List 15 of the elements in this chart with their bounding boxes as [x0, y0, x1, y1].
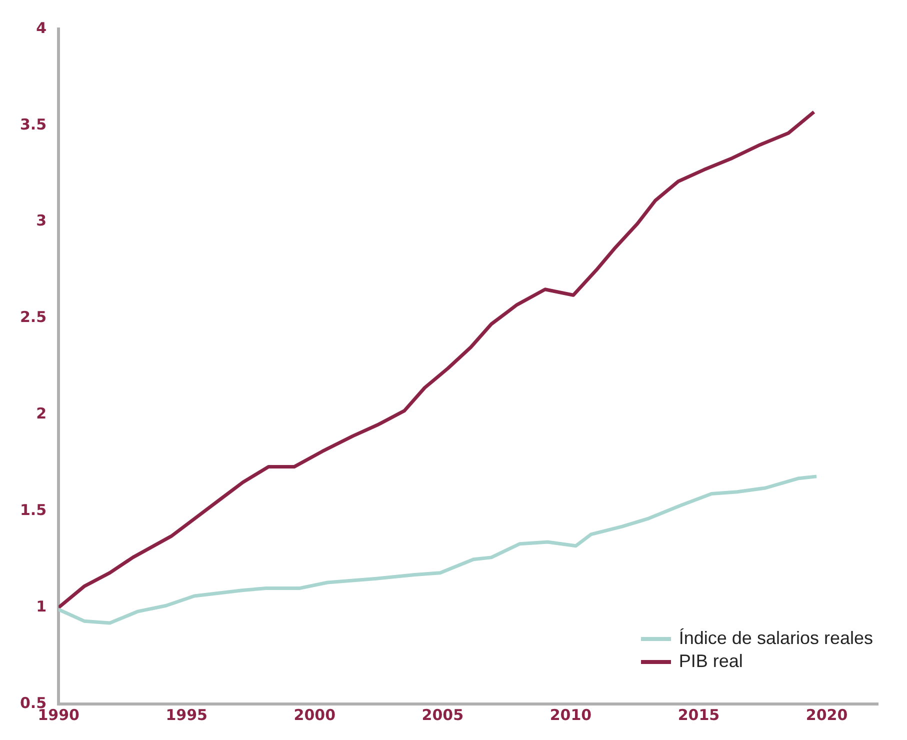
y-tick-label: 4 — [36, 18, 47, 37]
x-tick-label: 2000 — [294, 706, 336, 724]
y-tick-label: 2.5 — [20, 308, 47, 326]
y-tick-label: 2 — [36, 404, 47, 423]
x-tick-label: 1995 — [166, 706, 208, 724]
legend-label: Índice de salarios reales — [678, 628, 873, 649]
legend-label: PIB real — [678, 651, 743, 672]
y-tick-label: 3 — [36, 212, 47, 230]
y-tick-label: 1 — [36, 597, 47, 616]
x-tick-label: 2020 — [806, 706, 848, 724]
y-tick-label: 1.5 — [20, 501, 47, 520]
y-tick-label: 3.5 — [20, 115, 47, 134]
x-tick-label: 2005 — [422, 706, 464, 724]
x-tick-label: 2015 — [678, 706, 720, 724]
x-tick-label: 2010 — [550, 706, 592, 724]
